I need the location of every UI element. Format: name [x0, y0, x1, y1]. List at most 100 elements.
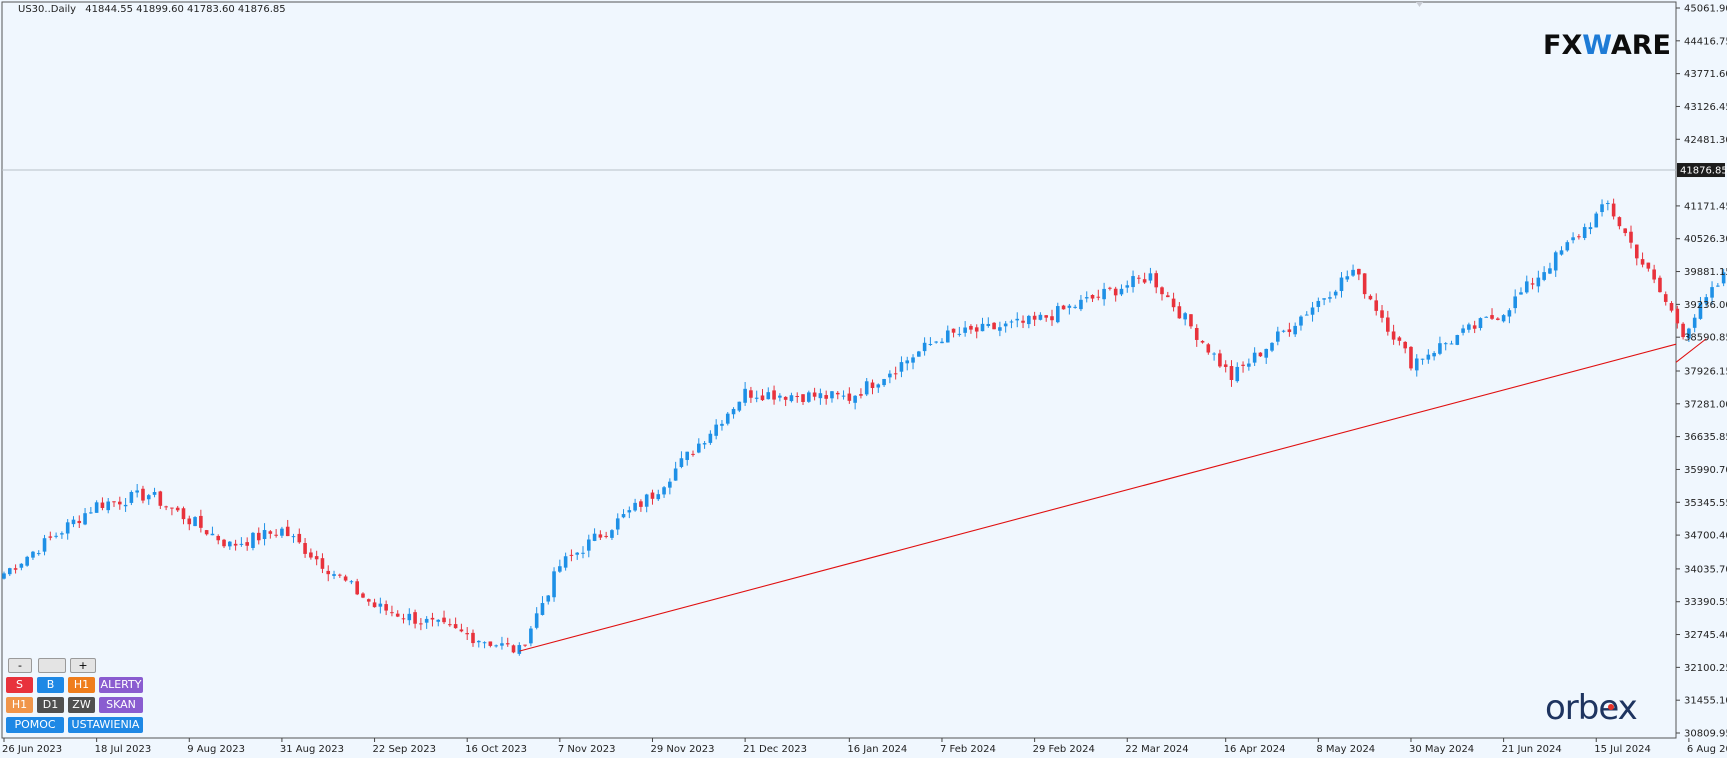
candle-body [1079, 299, 1083, 310]
candle [749, 386, 753, 403]
candle-body [708, 433, 713, 443]
candle-body [500, 643, 504, 646]
candle-body [1235, 366, 1240, 382]
candle-body [1073, 306, 1077, 308]
candle [1594, 211, 1599, 228]
candle-body [1467, 324, 1471, 330]
candle [644, 493, 649, 513]
candle-body [870, 382, 875, 389]
candle-body [1299, 316, 1303, 326]
candle [1565, 240, 1570, 252]
candle [546, 594, 551, 605]
candle [627, 506, 632, 519]
time-tick-label: 9 Aug 2023 [187, 744, 245, 755]
candle [77, 515, 82, 529]
candle-body [1061, 305, 1066, 310]
candle [1426, 349, 1431, 364]
candle-body [1009, 321, 1014, 323]
candle [1414, 354, 1419, 377]
candle [1258, 352, 1263, 358]
candle-body [141, 488, 145, 501]
trendline[interactable] [1675, 338, 1707, 363]
candle [1496, 317, 1500, 321]
candle [1397, 336, 1402, 346]
trendline[interactable] [519, 343, 1677, 652]
candle [1681, 322, 1685, 340]
candle [280, 526, 284, 538]
candle-body [332, 574, 336, 576]
candle [332, 570, 336, 580]
candle [1032, 311, 1037, 327]
candle-body [42, 538, 47, 552]
candle-body [691, 453, 695, 455]
candle-body [471, 632, 475, 644]
candle [500, 636, 504, 650]
price-tick-label: 37926.15 [1684, 366, 1727, 377]
candle [31, 550, 35, 560]
candle-body [627, 510, 632, 513]
candle [1409, 346, 1413, 371]
sell-button[interactable]: S [6, 677, 33, 693]
candle-body [1333, 291, 1338, 296]
blank-button[interactable] [38, 658, 66, 673]
candle-body [563, 556, 568, 568]
candle-body [1669, 303, 1674, 311]
candle [708, 430, 713, 445]
candle [1119, 284, 1124, 297]
candle [778, 393, 782, 402]
candle-body [1611, 203, 1616, 217]
candle [65, 519, 70, 540]
candle [320, 553, 325, 574]
buy-button[interactable]: B [37, 677, 64, 693]
candle-body [118, 501, 122, 505]
candle [870, 379, 875, 395]
candle [436, 619, 441, 627]
time-tick-label: 22 Mar 2024 [1125, 744, 1188, 755]
candle-body [1588, 227, 1593, 230]
candle [1247, 358, 1251, 371]
settings-button[interactable]: USTAWIENIA [68, 717, 143, 733]
alerts-button[interactable]: ALERTY [99, 677, 143, 693]
h1-button[interactable]: H1 [6, 697, 33, 713]
candle-body [1160, 287, 1164, 295]
candle [575, 551, 580, 560]
candle [980, 317, 985, 332]
candle-body [1021, 320, 1025, 323]
candle-body [1171, 298, 1176, 308]
candle-body [517, 645, 522, 654]
candle [1310, 301, 1315, 322]
candle [1634, 244, 1639, 266]
zoom-in-button[interactable]: + [70, 658, 96, 673]
zoom-out-button[interactable]: - [8, 658, 32, 673]
candle-body [540, 603, 545, 615]
candle-body [818, 393, 823, 399]
price-tick-label: 45061.90 [1684, 4, 1727, 15]
candle [1582, 223, 1587, 241]
candle-body [1490, 315, 1494, 319]
timeframe-button[interactable]: H1 [68, 677, 95, 693]
candle [285, 519, 290, 537]
candle-body [1675, 308, 1680, 324]
candle [679, 451, 684, 469]
candle [511, 644, 516, 654]
d1-button[interactable]: D1 [37, 697, 64, 713]
candle-body [199, 515, 203, 528]
candle [274, 529, 278, 538]
scan-button[interactable]: SKAN [99, 697, 143, 713]
candle-body [928, 343, 933, 345]
candle [1339, 272, 1344, 298]
candle-body [592, 533, 597, 541]
zw-button[interactable]: ZW [68, 697, 95, 713]
candle-body [1241, 364, 1245, 366]
candle [54, 532, 58, 539]
candle-body [598, 534, 603, 538]
candle-body [1096, 296, 1101, 298]
candle-body [963, 327, 967, 333]
help-button[interactable]: POMOC [6, 717, 64, 733]
candle-body [1108, 287, 1112, 289]
candle [1131, 270, 1135, 293]
time-tick-label: 6 Aug 2024 [1687, 744, 1727, 755]
candle-body [1652, 269, 1656, 280]
candle-body [152, 492, 157, 495]
